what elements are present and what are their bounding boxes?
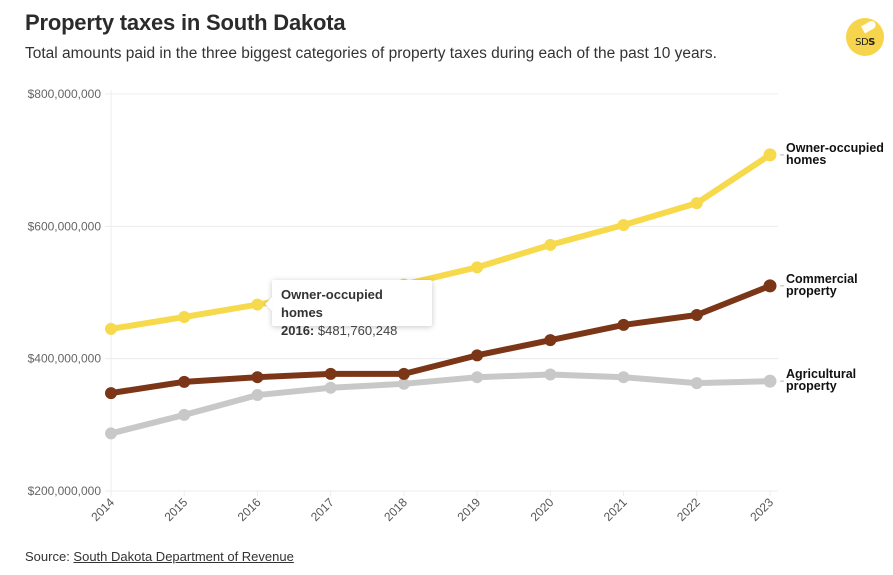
data-point-commercial-property	[251, 371, 264, 384]
data-point-agricultural-property	[397, 377, 410, 390]
series-line-agricultural-property	[108, 371, 773, 437]
data-point-owner-occupied-homes	[544, 238, 557, 251]
data-point-commercial-property	[763, 279, 777, 293]
data-tooltip: Owner-occupied homes 2016: $481,760,248	[272, 280, 432, 338]
data-point-agricultural-property	[105, 427, 117, 440]
series-label-line: property	[786, 284, 837, 298]
data-point-commercial-property	[471, 349, 484, 362]
x-tick-label: 2017	[308, 495, 337, 524]
data-point-owner-occupied-homes	[763, 148, 777, 162]
x-tick-label: 2018	[381, 495, 410, 524]
logo-text: SDS	[855, 37, 875, 48]
data-point-commercial-property	[178, 375, 191, 388]
series-label-line: property	[786, 379, 837, 393]
tooltip-value: $481,760,248	[317, 323, 398, 338]
y-tick-label: $800,000,000	[28, 87, 102, 101]
y-axis-ticks: $200,000,000 $400,000,000 $600,000,000 $800…	[28, 87, 102, 498]
tooltip-year: 2016:	[281, 323, 315, 338]
data-point-commercial-property	[324, 367, 337, 380]
sds-logo[interactable]: SDS	[846, 18, 884, 56]
data-point-commercial-property	[397, 367, 410, 380]
series-line-commercial-property	[108, 282, 773, 397]
data-point-owner-occupied-homes	[105, 322, 117, 335]
series-label-commercial-property: Commercial property	[786, 272, 858, 298]
source-note: Source: South Dakota Department of Reven…	[25, 549, 294, 564]
series-label-line: Owner-occupied	[786, 141, 884, 155]
data-point-owner-occupied-homes	[690, 197, 703, 210]
x-axis-ticks: 2014 2015 2016 2017 2018 2019 2020 2021 2022 2023	[88, 491, 776, 524]
x-tick-label: 2019	[454, 495, 483, 524]
tooltip-series-name: Owner-occupied homes	[281, 287, 383, 320]
series-label-line: Commercial	[786, 272, 858, 286]
data-point-agricultural-property	[690, 377, 703, 390]
series-label-line: homes	[786, 153, 826, 167]
source-link[interactable]: South Dakota Department of Revenue	[73, 549, 294, 564]
data-point-commercial-property	[617, 318, 630, 331]
source-prefix: Source:	[25, 549, 74, 564]
data-point-owner-occupied-homes	[251, 298, 264, 311]
x-tick-label: 2020	[528, 495, 557, 524]
data-point-commercial-property	[544, 334, 557, 347]
x-tick-label: 2022	[674, 495, 703, 524]
series-label-owner-occupied-homes: Owner-occupied homes	[786, 141, 884, 167]
x-tick-label: 2023	[747, 495, 776, 524]
data-point-agricultural-property	[763, 374, 777, 388]
x-tick-label: 2021	[601, 495, 630, 524]
data-point-owner-occupied-homes	[178, 310, 191, 323]
y-tick-label: $600,000,000	[28, 219, 102, 233]
data-point-agricultural-property	[178, 408, 191, 421]
data-point-agricultural-property	[324, 381, 337, 394]
data-point-agricultural-property	[617, 371, 630, 384]
series-lines	[105, 148, 777, 440]
x-tick-label: 2016	[235, 495, 264, 524]
x-tick-label: 2015	[162, 495, 191, 524]
series-label-agricultural-property: Agricultural property	[786, 367, 856, 393]
series-line-owner-occupied-homes	[108, 151, 773, 332]
series-label-line: Agricultural	[786, 367, 856, 381]
gridlines	[105, 90, 778, 497]
chart-subtitle: Total amounts paid in the three biggest …	[25, 45, 717, 62]
chart-title: Property taxes in South Dakota	[25, 10, 346, 35]
data-point-owner-occupied-homes	[471, 261, 484, 274]
x-tick-label: 2014	[88, 495, 117, 524]
data-point-agricultural-property	[544, 368, 557, 381]
data-point-owner-occupied-homes	[617, 219, 630, 232]
y-tick-label: $200,000,000	[28, 484, 102, 498]
data-point-commercial-property	[690, 308, 703, 321]
data-point-agricultural-property	[251, 389, 264, 402]
y-tick-label: $400,000,000	[28, 352, 102, 366]
data-point-agricultural-property	[471, 371, 484, 384]
data-point-commercial-property	[105, 387, 117, 400]
